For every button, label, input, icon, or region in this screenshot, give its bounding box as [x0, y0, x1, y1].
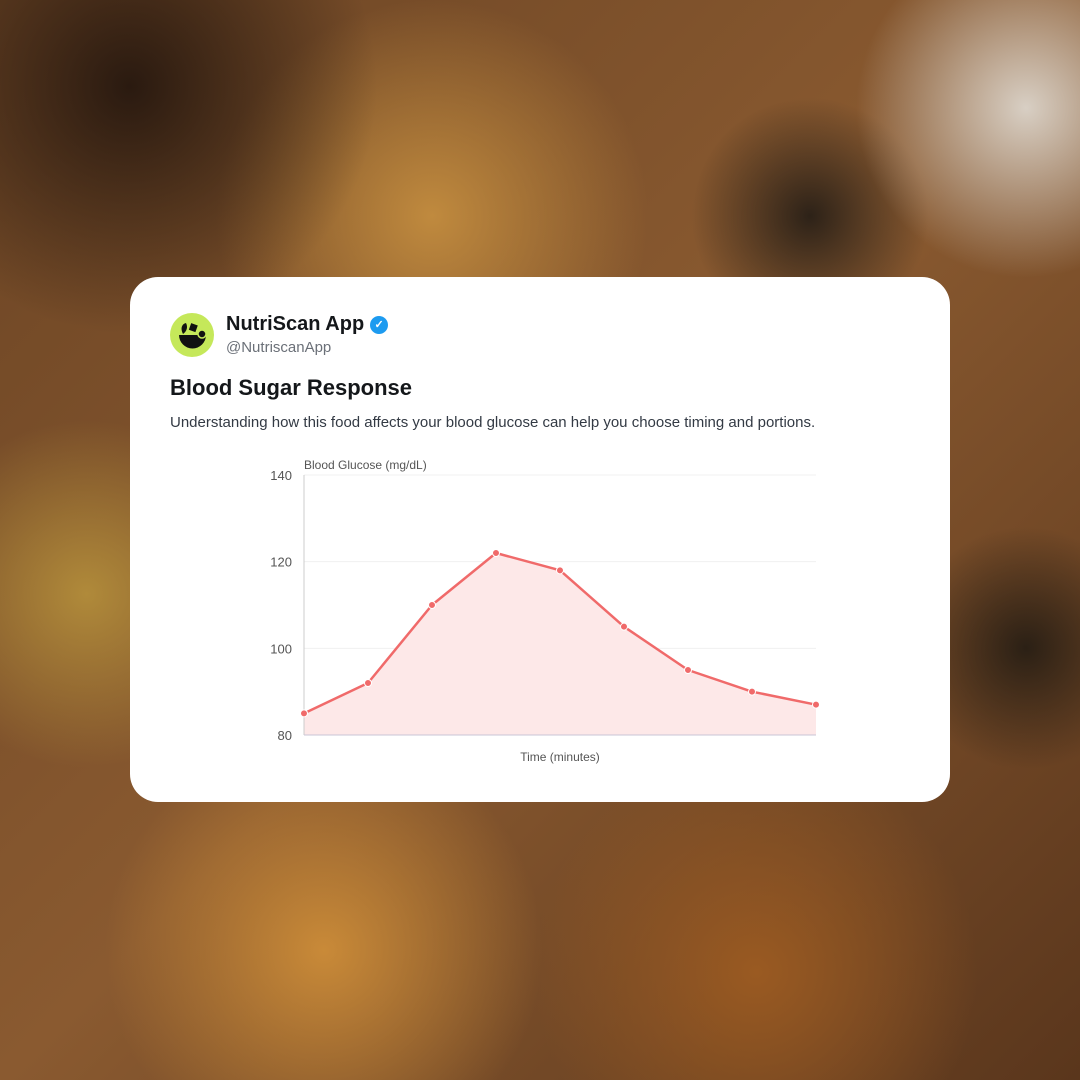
y-axis-label: Blood Glucose (mg/dL): [304, 458, 427, 472]
y-tick-label: 140: [270, 468, 292, 483]
data-point: [364, 679, 372, 687]
account-handle[interactable]: @NutriscanApp: [226, 339, 332, 356]
y-tick-label: 100: [270, 641, 292, 656]
data-point: [300, 709, 308, 718]
data-point: [428, 601, 436, 609]
glucose-chart: 80 100 120 140 Blood Glucose (mg/dL) Time (…: [270, 458, 820, 764]
leaf-bowl-icon: [179, 323, 207, 349]
x-axis-label: Time (minutes): [520, 750, 600, 764]
post-title: Blood Sugar Response: [170, 375, 413, 400]
data-point: [556, 566, 564, 575]
account-name-text: NutriScan App: [226, 313, 365, 335]
y-tick-label: 120: [270, 555, 292, 570]
data-point: [620, 622, 628, 631]
data-point: [492, 549, 500, 557]
data-point: [812, 700, 820, 709]
account-name[interactable]: NutriScan App ✓: [226, 313, 389, 336]
data-point: [684, 666, 692, 674]
area-fill: [304, 553, 816, 735]
avatar[interactable]: [170, 313, 214, 357]
post-card: NutriScan App ✓ @NutriscanApp Blood Sugar…: [130, 277, 950, 802]
post-description: Understanding how this food affects your…: [170, 414, 816, 431]
data-point: [748, 687, 756, 696]
verified-icon: ✓: [370, 315, 389, 334]
y-tick-label: 80: [278, 728, 292, 743]
